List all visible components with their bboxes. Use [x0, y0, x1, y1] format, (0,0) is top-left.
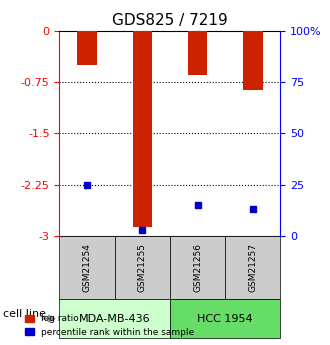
Text: MDA-MB-436: MDA-MB-436	[79, 314, 150, 324]
Text: HCC 1954: HCC 1954	[197, 314, 253, 324]
Text: GSM21254: GSM21254	[82, 243, 91, 292]
Title: GDS825 / 7219: GDS825 / 7219	[112, 13, 228, 29]
Text: GSM21257: GSM21257	[248, 243, 257, 292]
Text: GSM21256: GSM21256	[193, 243, 202, 292]
Text: GSM21255: GSM21255	[138, 243, 147, 292]
FancyBboxPatch shape	[59, 236, 115, 299]
Bar	[77, 31, 97, 65]
FancyBboxPatch shape	[59, 299, 170, 338]
Legend: log ratio, percentile rank within the sample: log ratio, percentile rank within the sa…	[21, 311, 198, 341]
FancyBboxPatch shape	[115, 236, 170, 299]
Bar	[133, 31, 152, 227]
Bar	[243, 31, 263, 90]
Text: cell line: cell line	[3, 309, 46, 319]
FancyBboxPatch shape	[225, 236, 280, 299]
Bar	[188, 31, 207, 76]
FancyBboxPatch shape	[170, 299, 280, 338]
FancyBboxPatch shape	[170, 236, 225, 299]
